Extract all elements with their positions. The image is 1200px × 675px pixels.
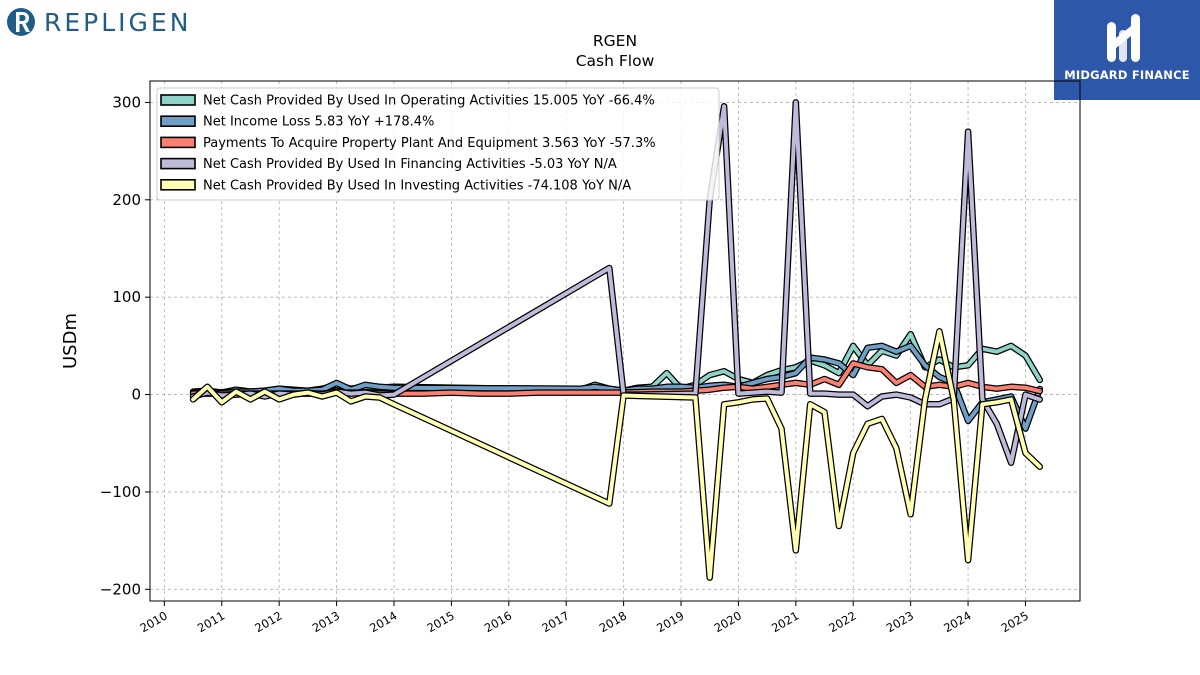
legend-item-1: Net Cash Provided By Used In Operating A… xyxy=(160,94,655,109)
series-lines xyxy=(189,99,1044,581)
legend-item-5: Net Cash Provided By Used In Investing A… xyxy=(160,178,631,193)
x-tick-label: 2010 xyxy=(137,608,169,635)
brand-logo-icon xyxy=(1107,14,1140,62)
legend-box xyxy=(156,87,720,201)
x-tick-label: 2013 xyxy=(310,608,342,635)
x-tick-label: 2012 xyxy=(252,608,284,635)
x-tick-label: 2022 xyxy=(826,608,858,635)
x-tick-label: 2019 xyxy=(654,608,686,635)
chart-title: RGEN xyxy=(592,32,638,50)
legend-swatch xyxy=(160,115,196,127)
legend: Net Cash Provided By Used In Operating A… xyxy=(156,87,720,201)
legend-item-2: Net Income Loss 5.83 YoY +178.4% xyxy=(160,115,434,130)
legend-item-3: Payments To Acquire Property Plant And E… xyxy=(160,136,656,151)
brand-logo: MIDGARD FINANCE xyxy=(1054,0,1200,100)
chart-subtitle: Cash Flow xyxy=(575,52,655,70)
legend-label: Net Income Loss 5.83 YoY +178.4% xyxy=(203,115,434,130)
legend-item-4: Net Cash Provided By Used In Financing A… xyxy=(160,157,617,172)
x-tick-label: 2020 xyxy=(712,608,744,635)
y-tick-label: 0 xyxy=(131,386,141,404)
x-tick-label: 2018 xyxy=(597,608,629,635)
x-tick-label: 2023 xyxy=(884,608,916,635)
legend-swatch xyxy=(160,136,196,149)
company-name: REPLIGEN xyxy=(44,7,192,37)
legend-swatch xyxy=(160,94,196,106)
y-tick-label: −100 xyxy=(100,483,141,501)
x-tick-label: 2014 xyxy=(367,608,399,635)
legend-label: Net Cash Provided By Used In Operating A… xyxy=(203,94,655,109)
brand-name: MIDGARD FINANCE xyxy=(1064,68,1190,82)
x-tick-label: 2024 xyxy=(941,608,973,635)
y-axis-label: USDm xyxy=(60,313,81,369)
legend-label: Net Cash Provided By Used In Financing A… xyxy=(203,157,617,172)
y-tick-label: 300 xyxy=(112,93,141,111)
x-tick-label: 2017 xyxy=(539,608,571,635)
x-tick-label: 2015 xyxy=(425,608,457,635)
plot-area-frame xyxy=(149,80,1081,602)
legend-label: Payments To Acquire Property Plant And E… xyxy=(203,136,656,151)
x-tick-label: 2011 xyxy=(195,608,227,635)
legend-swatch xyxy=(160,179,196,191)
legend-swatch xyxy=(160,157,196,170)
legend-label: Net Cash Provided By Used In Investing A… xyxy=(203,178,631,193)
company-logo-icon xyxy=(7,8,35,36)
y-tick-label: 100 xyxy=(112,288,141,306)
series-line-5 xyxy=(189,328,1044,581)
x-tick-label: 2025 xyxy=(999,608,1031,635)
x-tick-label: 2021 xyxy=(769,608,801,635)
series-stroke xyxy=(191,329,1042,580)
y-tick-label: 200 xyxy=(112,191,141,209)
y-tick-label: −200 xyxy=(100,580,141,598)
company-logo: REPLIGEN xyxy=(6,4,191,40)
x-tick-label: 2016 xyxy=(482,608,514,635)
